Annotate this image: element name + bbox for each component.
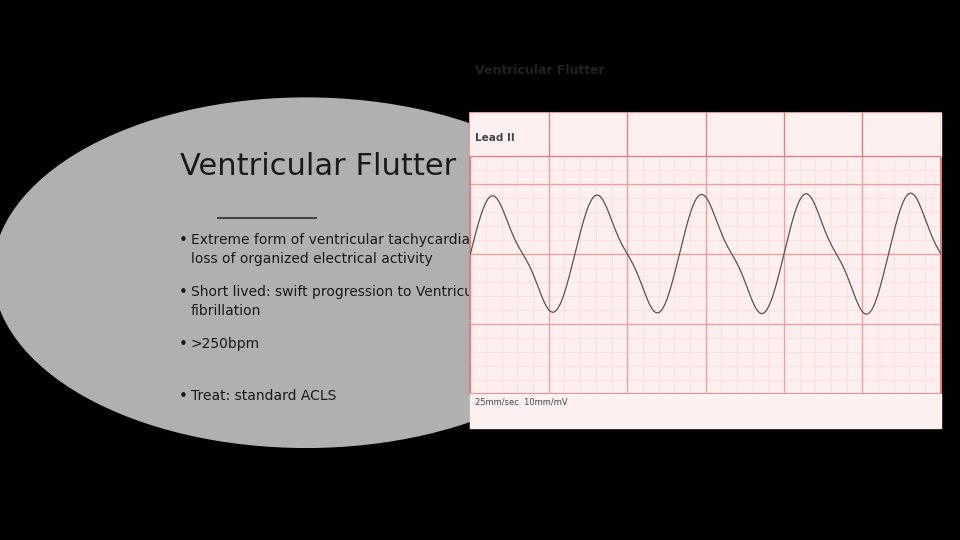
Text: >250bpm: >250bpm xyxy=(191,337,260,351)
Text: Ventricular Flutter: Ventricular Flutter xyxy=(180,152,456,181)
Text: •: • xyxy=(179,233,187,248)
Bar xyxy=(470,394,941,428)
Bar xyxy=(470,113,941,156)
Text: Extreme form of ventricular tachycardia with
loss of organized electrical activi: Extreme form of ventricular tachycardia … xyxy=(191,233,504,266)
Circle shape xyxy=(0,98,618,447)
Text: •: • xyxy=(179,337,187,352)
Text: Lead II: Lead II xyxy=(475,133,515,143)
Text: •: • xyxy=(179,285,187,300)
Text: Treat: standard ACLS: Treat: standard ACLS xyxy=(191,389,336,403)
Text: 25mm/sec  10mm/mV: 25mm/sec 10mm/mV xyxy=(475,397,567,406)
Text: Short lived: swift progression to Ventricular
fibrillation: Short lived: swift progression to Ventri… xyxy=(191,285,491,318)
Text: •: • xyxy=(179,389,187,404)
Text: Ventricular Flutter: Ventricular Flutter xyxy=(475,64,605,77)
